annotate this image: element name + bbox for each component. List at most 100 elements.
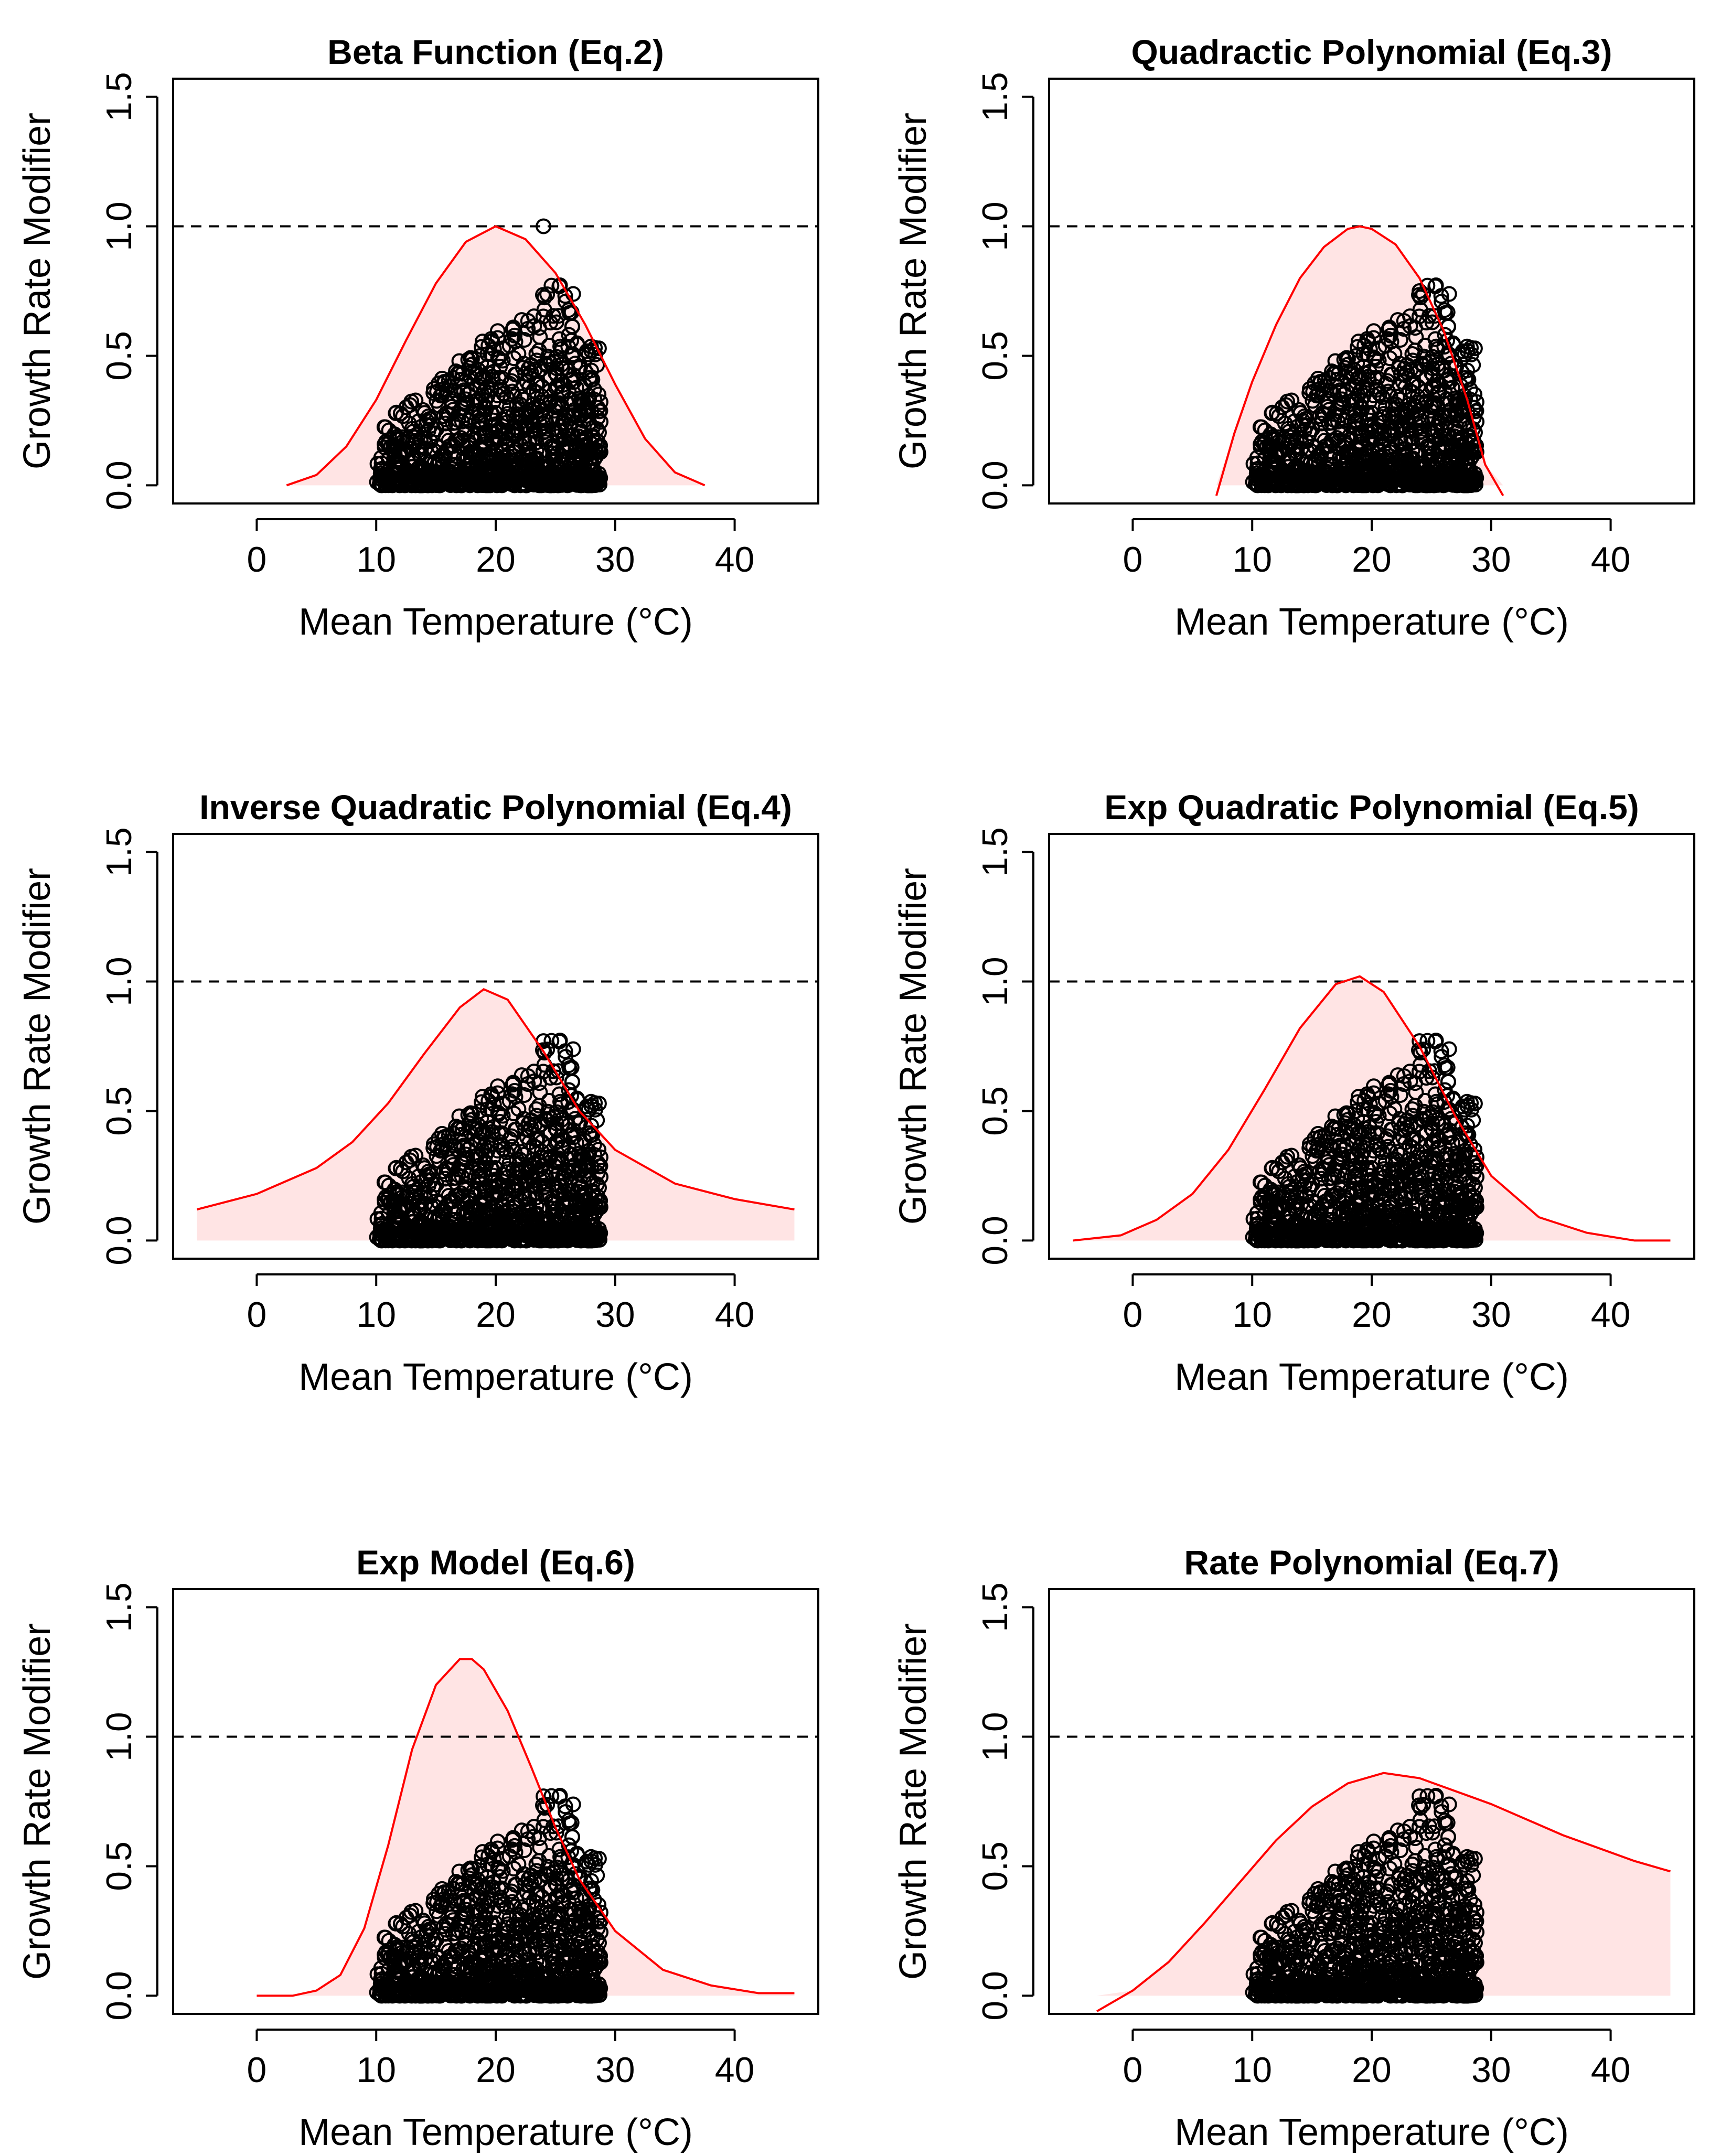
observation-point <box>1409 388 1426 404</box>
observation-points <box>369 218 609 494</box>
observation-point <box>408 392 424 409</box>
observation-point <box>1413 460 1429 477</box>
observation-point <box>580 403 596 419</box>
observation-point <box>533 1117 549 1133</box>
observation-point <box>529 458 545 474</box>
observation-point <box>450 1120 466 1136</box>
observation-point <box>506 477 522 494</box>
observation-point <box>397 477 413 494</box>
observation-point <box>1317 373 1333 389</box>
observation-point <box>1336 1107 1352 1123</box>
observation-point <box>495 412 511 428</box>
observation-point <box>1393 1121 1409 1137</box>
observation-point <box>1382 1232 1398 1249</box>
observation-point <box>479 1143 496 1159</box>
observation-point <box>1365 477 1381 494</box>
observation-point <box>542 393 558 410</box>
observation-point <box>1331 433 1347 449</box>
observation-point <box>453 477 469 494</box>
observation-point <box>555 431 572 447</box>
observation-point <box>408 1147 424 1164</box>
observation-point <box>1365 1232 1381 1249</box>
observation-point <box>1377 400 1394 416</box>
observation-point <box>1289 419 1306 435</box>
observation-point <box>1257 1177 1273 1194</box>
observation-point <box>593 1169 609 1185</box>
observation-point <box>505 1215 521 1231</box>
observation-point <box>1314 1166 1330 1183</box>
observation-point <box>441 1162 457 1178</box>
observation-point <box>469 477 486 494</box>
observation-point <box>1394 1232 1411 1249</box>
observation-point <box>408 1232 424 1249</box>
observation-point <box>1271 408 1287 424</box>
observation-point <box>582 1127 599 1143</box>
observation-point <box>381 451 397 467</box>
observation-point <box>476 1124 492 1140</box>
observation-point <box>480 1205 497 1221</box>
observation-point <box>456 384 472 401</box>
observation-point <box>507 1183 523 1199</box>
observation-point <box>373 1222 390 1239</box>
observation-point <box>460 351 476 368</box>
observation-point <box>1384 367 1401 383</box>
observation-point <box>381 1177 397 1194</box>
observation-point <box>1382 469 1398 486</box>
observation-point <box>1347 413 1363 430</box>
observation-point <box>1405 1213 1421 1229</box>
observation-point <box>506 1232 522 1249</box>
x-tick-label: 10 <box>356 1295 396 1335</box>
observation-point <box>517 1121 533 1137</box>
observation-point <box>373 467 390 484</box>
observation-point <box>450 365 466 381</box>
observation-point <box>1449 1161 1465 1177</box>
observation-point <box>578 1185 594 1201</box>
observation-point <box>558 1115 574 1131</box>
observation-point <box>1331 1188 1347 1204</box>
observation-point <box>1382 1194 1398 1210</box>
observation-point <box>390 454 407 470</box>
observation-point <box>1448 1232 1465 1249</box>
observation-point <box>572 1232 589 1249</box>
observation-point <box>448 1232 464 1249</box>
observation-point <box>1273 477 1289 494</box>
observation-point <box>1371 1167 1387 1183</box>
observation-point <box>1427 423 1444 439</box>
observation-point <box>538 432 554 448</box>
observation-point <box>504 467 520 483</box>
observation-point <box>1396 313 1412 329</box>
observation-point <box>460 1107 476 1123</box>
observation-point <box>506 469 522 486</box>
observation-point <box>1356 1120 1372 1136</box>
observation-point <box>395 408 411 424</box>
observation-point <box>1332 384 1348 401</box>
observation-point <box>1423 1158 1439 1174</box>
plot-area <box>1049 225 1694 497</box>
observation-point <box>479 388 496 404</box>
observation-point <box>1267 477 1284 494</box>
observation-point <box>518 1232 535 1249</box>
observation-point <box>480 450 497 466</box>
plot-area <box>173 218 818 494</box>
observation-point <box>559 1221 575 1238</box>
observation-point <box>1317 407 1333 423</box>
observation-point <box>1371 352 1387 369</box>
observation-point <box>1289 1174 1306 1190</box>
y-tick-label: 0.5 <box>99 331 139 381</box>
observation-point <box>1457 1101 1473 1118</box>
observation-point <box>1329 477 1345 494</box>
observation-point <box>408 477 424 494</box>
observation-point <box>1408 329 1424 345</box>
x-tick-label: 10 <box>1232 540 1272 580</box>
y-tick-label: 0.0 <box>975 1216 1015 1265</box>
observation-point <box>553 1128 569 1144</box>
observation-point <box>1427 278 1444 294</box>
observation-point <box>1380 1222 1396 1238</box>
observation-point <box>561 1060 578 1076</box>
y-tick-label: 1.5 <box>975 72 1015 122</box>
observation-point <box>545 1063 561 1079</box>
observation-point <box>504 1222 520 1238</box>
observation-point <box>532 1084 548 1100</box>
observation-point <box>463 1105 479 1121</box>
observation-point <box>573 406 589 422</box>
